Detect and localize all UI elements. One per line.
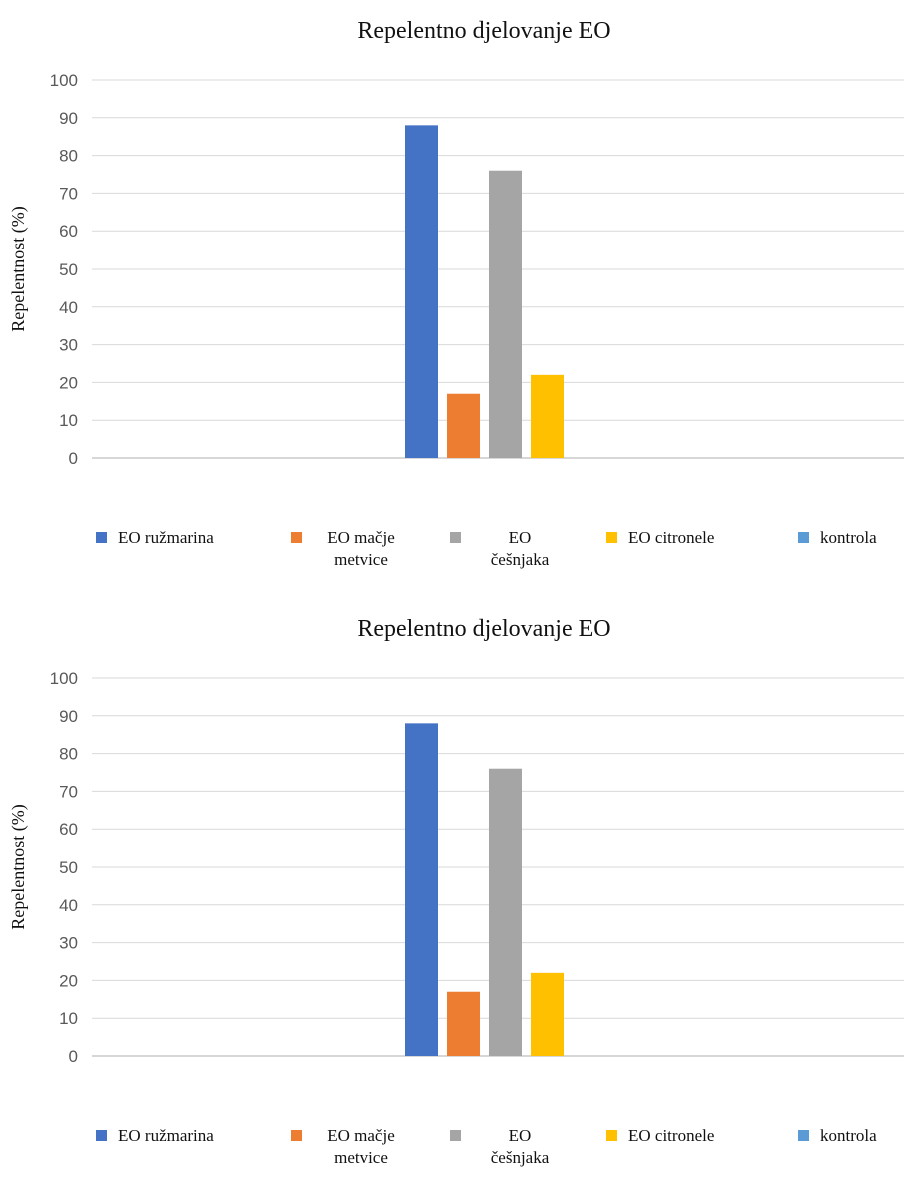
y-tick-label: 10 [59,411,78,430]
bar-chart-repellency-2: Repelentno djelovanje EO Repelentnost (%)… [0,598,914,1188]
y-tick-label: 10 [59,1009,78,1028]
y-tick-label: 0 [69,1047,78,1066]
legend-swatch [798,532,809,543]
legend-label: EO češnjaka [491,1126,550,1167]
legend-swatch [96,532,107,543]
y-tick-label: 50 [59,858,78,877]
chart-title: Repelentno djelovanje EO [357,616,610,642]
y-tick-label: 40 [59,298,78,317]
y-tick-label: 30 [59,934,78,953]
y-tick-label: 100 [50,669,78,688]
y-tick-label: 20 [59,971,78,990]
legend-swatch [96,1130,107,1141]
bar-eo-ružmarina [405,723,438,1056]
bar-eo-češnjaka [489,768,522,1056]
legend-swatch [450,532,461,543]
legend-swatch [291,532,302,543]
legend-swatch [798,1130,809,1141]
y-tick-label: 90 [59,707,78,726]
legend-label: EO ružmarina [118,1126,214,1145]
bar-eo-mačje-metvice [447,393,480,458]
bar-eo-citronele [531,972,564,1056]
y-axis-label: Repelentnost (%) [8,206,29,331]
y-tick-label: 30 [59,336,78,355]
y-tick-label: 60 [59,820,78,839]
chart-svg: Repelentno djelovanje EO Repelentnost (%)… [8,616,904,1167]
y-tick-label: 80 [59,745,78,764]
bar-eo-mačje-metvice [447,991,480,1056]
y-tick-label: 0 [69,449,78,468]
bar-eo-citronele [531,374,564,458]
chart-svg: Repelentno djelovanje EO Repelentnost (%)… [8,18,904,569]
y-tick-label: 50 [59,260,78,279]
bar-eo-češnjaka [489,170,522,458]
y-tick-label: 20 [59,373,78,392]
legend-label: EO češnjaka [491,528,550,569]
legend-label: EO ružmarina [118,528,214,547]
y-tick-label: 70 [59,184,78,203]
legend-label: EO mačje metvice [327,528,395,569]
y-axis-label: Repelentnost (%) [8,804,29,929]
y-tick-label: 40 [59,896,78,915]
legend-swatch [450,1130,461,1141]
y-tick-label: 60 [59,222,78,241]
legend-swatch [291,1130,302,1141]
y-tick-label: 100 [50,71,78,90]
y-tick-label: 80 [59,147,78,166]
y-tick-label: 70 [59,782,78,801]
bar-chart-repellency-1: Repelentno djelovanje EO Repelentnost (%)… [0,0,914,590]
legend-label: EO citronele [628,1126,714,1145]
legend-swatch [606,532,617,543]
y-tick-label: 90 [59,109,78,128]
legend-swatch [606,1130,617,1141]
bar-eo-ružmarina [405,125,438,459]
legend-label: EO citronele [628,528,714,547]
legend-label: kontrola [820,1126,877,1145]
legend-label: EO mačje metvice [327,1126,395,1167]
legend-label: kontrola [820,528,877,547]
chart-title: Repelentno djelovanje EO [357,18,610,44]
